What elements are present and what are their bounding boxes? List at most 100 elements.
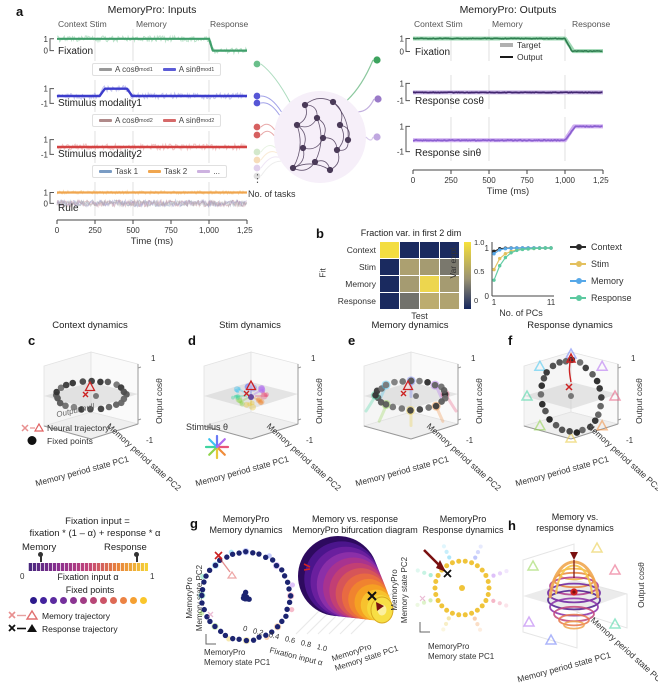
response-arrowhead bbox=[570, 552, 578, 560]
input-node bbox=[254, 93, 261, 100]
axis-tick-label: 0 bbox=[411, 176, 416, 185]
spoke-dot bbox=[429, 573, 433, 577]
response-fixed-point bbox=[439, 603, 444, 608]
var-expl-point bbox=[492, 278, 495, 281]
fixed-point-dot bbox=[121, 389, 128, 396]
fixed-point-dot bbox=[69, 380, 76, 387]
fixed-point-color-dot bbox=[120, 597, 127, 604]
y-tick-label: 1 bbox=[44, 35, 49, 44]
g3-title-1: MemoryPro bbox=[408, 514, 518, 524]
heatmap-row-label: Stim bbox=[318, 259, 376, 275]
response-fixed-point bbox=[433, 586, 438, 591]
heatmap-row-label: Response bbox=[318, 293, 376, 309]
target-swatch bbox=[500, 43, 513, 47]
memory-fixed-point bbox=[282, 573, 287, 578]
input-node bbox=[254, 124, 261, 131]
memory-fixed-point bbox=[283, 614, 288, 619]
fixed-point-color-dot bbox=[70, 597, 77, 604]
y-tick-label: -1 bbox=[397, 97, 405, 106]
target-label: Target bbox=[517, 40, 541, 50]
task2-label: Task 2 bbox=[164, 167, 187, 176]
y-tick-label: 1 bbox=[400, 79, 405, 88]
response-fixed-point bbox=[475, 563, 480, 568]
axis-tick-label: 0 bbox=[55, 226, 60, 235]
response-x bbox=[444, 570, 451, 577]
y-tick-label: -1 bbox=[41, 150, 49, 159]
memory-fixed-point bbox=[284, 607, 289, 612]
pcs-legend-label: Context bbox=[591, 242, 622, 252]
memory-fixed-point bbox=[275, 624, 280, 629]
fixed-point-core bbox=[572, 590, 575, 593]
spoke-dot bbox=[491, 573, 495, 577]
response-fixed-point bbox=[486, 592, 491, 597]
heatmap-cell bbox=[400, 242, 419, 258]
center-fixed-point bbox=[459, 585, 465, 591]
memory-fixed-point bbox=[199, 600, 204, 605]
response-fixed-point bbox=[475, 608, 480, 613]
spoke-dot bbox=[491, 599, 495, 603]
heatmap-cell bbox=[420, 259, 439, 275]
colorbar-tick: 0.5 bbox=[474, 267, 484, 276]
stim2-legend: A cosθ mod2 A sinθ mod2 bbox=[92, 114, 221, 127]
memory-fixed-point bbox=[274, 563, 279, 568]
var-expl-point bbox=[544, 246, 547, 249]
spoke-dot bbox=[473, 556, 477, 560]
var-expl-point bbox=[492, 252, 495, 255]
memory-x bbox=[9, 612, 15, 618]
response-fixed-point bbox=[444, 608, 449, 613]
target-output-legend: Target Output bbox=[500, 40, 543, 62]
fixed-point-dot bbox=[113, 401, 120, 408]
theta-ray bbox=[217, 439, 225, 447]
memory-fixed-point bbox=[212, 624, 217, 629]
axis-tick-label: 250 bbox=[88, 226, 102, 235]
panel-label-f: f bbox=[508, 333, 512, 348]
memory-trajectory-triangle bbox=[228, 572, 236, 578]
theta-ray bbox=[209, 447, 217, 455]
memory-fixed-point bbox=[286, 586, 291, 591]
memory-fixed-point bbox=[256, 551, 261, 556]
x-tick-label: 1 bbox=[492, 298, 497, 306]
response-fixed-point bbox=[463, 612, 468, 617]
memory-fixed-point bbox=[230, 636, 235, 641]
memory-fixed-point bbox=[223, 633, 228, 638]
fixed-point-dot bbox=[541, 375, 548, 382]
axis-tick-label: 1,250 bbox=[593, 176, 609, 185]
fixed-point-color-dot bbox=[30, 597, 37, 604]
rule-legend: Task 1 Task 2 ... bbox=[92, 165, 227, 178]
panel-h-zlabel: Output cosθ bbox=[636, 550, 646, 620]
faint-x bbox=[420, 596, 425, 601]
var-expl-point bbox=[532, 247, 535, 250]
fixed-point-dot bbox=[598, 394, 605, 401]
fixed-point-dot bbox=[596, 385, 603, 392]
response-fixed-point bbox=[456, 559, 461, 564]
g3-ylabel: MemoryPro Memory state PC2 bbox=[390, 535, 410, 645]
memory-fixed-point bbox=[270, 557, 275, 562]
fixed-point-dot bbox=[433, 403, 440, 410]
spoke-dot bbox=[478, 628, 482, 632]
spoke-dot bbox=[422, 601, 426, 605]
input-node bbox=[254, 165, 261, 172]
axis-tick-label: 500 bbox=[126, 226, 140, 235]
fixed-point-dot bbox=[416, 378, 423, 385]
memory-trajectory-swatch bbox=[6, 609, 40, 622]
fixed-point-dot bbox=[441, 387, 448, 394]
y-tick-label: -1 bbox=[41, 99, 49, 108]
alpha-0: 0 bbox=[20, 572, 24, 581]
fixed-point-dot bbox=[399, 378, 406, 385]
fixed-point-dot bbox=[399, 405, 406, 412]
axis-tick-label: 750 bbox=[164, 226, 178, 235]
y-bracket bbox=[50, 140, 54, 155]
spoke-dot bbox=[428, 598, 432, 602]
memory-fixed-point bbox=[236, 637, 241, 642]
network-node bbox=[330, 99, 336, 105]
fixed-point-dot bbox=[424, 379, 431, 386]
memory-trajectory-label: Memory trajectory bbox=[42, 611, 110, 621]
heatmap-cell bbox=[420, 293, 439, 309]
var-expl-point bbox=[492, 268, 495, 271]
fixation-input-eq-1: Fixation input = bbox=[10, 516, 185, 527]
output-node bbox=[373, 56, 380, 63]
var-expl-line bbox=[494, 248, 551, 270]
spoke-dot bbox=[504, 603, 508, 607]
task1-label: Task 1 bbox=[115, 167, 138, 176]
response-triangle bbox=[27, 624, 37, 632]
